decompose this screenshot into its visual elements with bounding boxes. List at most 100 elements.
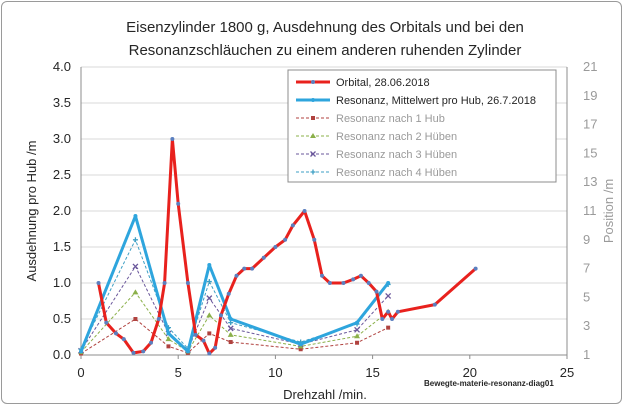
data-point-4 <box>310 151 316 157</box>
data-point-1 <box>133 214 138 219</box>
data-point-1 <box>386 281 391 285</box>
y2-tick-label: 9 <box>583 232 590 247</box>
data-point-0 <box>185 281 190 285</box>
data-point-4 <box>385 293 392 299</box>
legend-item-3: Resonanz nach 2 Hüben <box>296 131 457 143</box>
legend-box <box>287 69 557 183</box>
legend-label-4: Resonanz nach 3 Hüben <box>336 149 457 161</box>
data-point-0 <box>141 349 146 354</box>
series-5 <box>78 237 391 352</box>
x-tick-label: 25 <box>560 365 574 380</box>
data-point-3 <box>354 333 361 339</box>
data-point-0 <box>473 266 478 271</box>
legend-item-0: Orbital, 28.06.2018 <box>296 77 430 89</box>
legend-label-0: Orbital, 28.06.2018 <box>336 77 430 89</box>
data-point-3 <box>310 133 316 138</box>
y2-tick-label: 13 <box>583 174 597 189</box>
data-point-5 <box>310 169 316 175</box>
data-point-0 <box>218 313 223 318</box>
data-point-0 <box>131 350 136 355</box>
data-point-0 <box>432 302 437 307</box>
legend-item-1: Resonanz, Mittelwert pro Hub, 26.7.2018 <box>296 95 536 107</box>
y-axis-title: Ausdehnung pro Hub /m <box>24 141 39 282</box>
data-point-0 <box>242 266 247 271</box>
y-tick-label: 1.5 <box>53 239 71 254</box>
data-point-0 <box>261 255 266 260</box>
data-point-0 <box>148 340 153 345</box>
series-1 <box>79 214 391 354</box>
data-point-0 <box>207 351 212 356</box>
x-tick-label: 10 <box>268 365 282 380</box>
y-tick-label: 2.5 <box>53 167 71 182</box>
series-line-5 <box>80 239 389 350</box>
x-tick-label: 15 <box>365 365 379 380</box>
legend: Orbital, 28.06.2018 Resonanz, Mittelwert … <box>287 69 557 183</box>
data-point-0 <box>374 289 379 294</box>
data-point-5 <box>206 279 212 285</box>
y2-tick-label: 19 <box>583 88 597 103</box>
legend-item-5: Resonanz nach 4 Hüben <box>296 167 457 179</box>
data-point-0 <box>341 281 346 285</box>
data-point-0 <box>113 331 118 336</box>
data-point-1 <box>228 317 233 321</box>
legend-label-5: Resonanz nach 4 Hüben <box>336 167 457 179</box>
legend-label-1: Resonanz, Mittelwert pro Hub, 26.7.2018 <box>336 95 536 107</box>
y2-tick-label: 5 <box>583 289 590 304</box>
data-point-0 <box>121 337 126 342</box>
data-point-2 <box>355 340 360 345</box>
x-tick-label: 20 <box>463 365 477 380</box>
data-point-4 <box>227 325 234 332</box>
x-tick-label: 5 <box>175 365 182 380</box>
series-0 <box>96 137 478 356</box>
data-point-0 <box>162 281 167 285</box>
data-point-0 <box>96 281 101 285</box>
data-point-0 <box>234 273 239 278</box>
data-point-0 <box>201 338 206 343</box>
y-tick-label: 3.5 <box>53 95 71 110</box>
data-point-0 <box>193 332 198 337</box>
y-tick-label: 1.0 <box>53 275 71 290</box>
x-tick-label: 0 <box>77 365 84 380</box>
y2-tick-label: 1 <box>583 347 590 362</box>
chart-title-line-1: Eisenzylinder 1800 g, Ausdehnung des Orb… <box>126 19 524 36</box>
y2-tick-label: 11 <box>583 203 597 218</box>
chart-annotation: Bewegte-materie-resonanz-diag01 <box>424 379 554 388</box>
data-point-0 <box>311 80 315 84</box>
data-point-0 <box>351 277 356 282</box>
data-point-0 <box>170 137 175 141</box>
data-point-0 <box>104 320 109 325</box>
data-point-0 <box>320 273 325 278</box>
data-point-3 <box>227 331 234 337</box>
data-point-0 <box>358 273 363 278</box>
data-point-0 <box>156 317 161 321</box>
data-point-4 <box>132 263 139 270</box>
x-axis-title: Drehzahl /min. <box>283 387 367 402</box>
data-point-0 <box>386 309 391 314</box>
data-point-0 <box>327 281 332 285</box>
data-point-1 <box>311 98 315 102</box>
data-point-3 <box>132 289 139 295</box>
legend-label-3: Resonanz nach 2 Hüben <box>336 131 457 143</box>
data-point-3 <box>206 312 213 318</box>
y2-tick-label: 3 <box>583 318 590 333</box>
series-layer <box>78 137 478 356</box>
y-tick-label: 3.0 <box>53 131 71 146</box>
data-point-0 <box>380 317 385 321</box>
data-point-2 <box>298 347 303 352</box>
data-point-0 <box>302 209 307 213</box>
data-point-2 <box>207 331 212 336</box>
series-line-0 <box>97 137 477 356</box>
data-point-0 <box>250 266 255 271</box>
data-point-0 <box>312 237 317 242</box>
data-point-0 <box>290 223 295 228</box>
data-point-2 <box>133 317 138 321</box>
data-point-0 <box>273 245 278 249</box>
data-point-3 <box>165 336 172 342</box>
axes: 0.00.51.01.52.02.53.03.54.01357911131517… <box>53 59 598 380</box>
y-tick-label: 0.5 <box>53 311 71 326</box>
data-point-0 <box>176 201 181 206</box>
chart-title-line-2: Resonanzschläuchen zu einem anderen ruhe… <box>129 42 522 59</box>
data-point-0 <box>226 291 231 296</box>
